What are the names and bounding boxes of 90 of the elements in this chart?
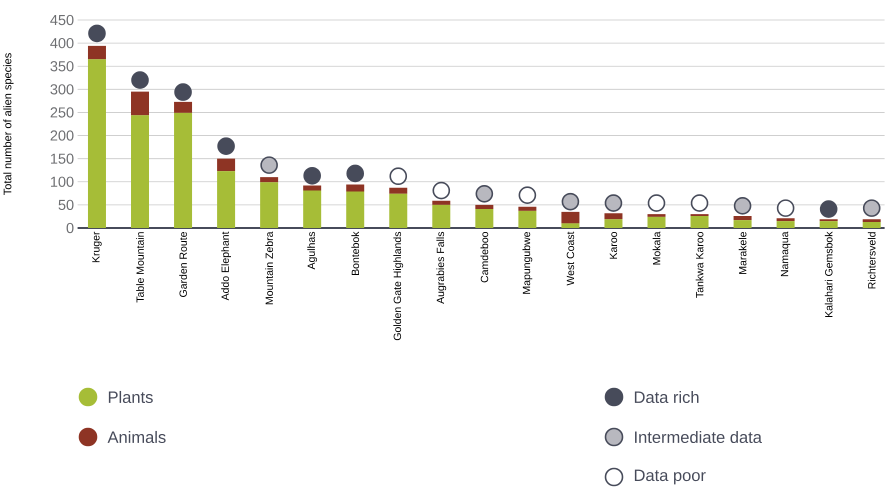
x-tick-label: Namaqua [780, 232, 790, 276]
point [174, 83, 192, 101]
point [518, 186, 536, 204]
y-tick-label: 400 [50, 38, 74, 48]
y-tick-label: 450 [50, 14, 74, 26]
x-tick-label: Augrabies Falls [436, 232, 446, 304]
bar [647, 216, 666, 228]
y-tick-label: 350 [50, 61, 74, 72]
point [734, 197, 752, 215]
legend-label: Animals [108, 430, 166, 444]
bar [604, 213, 622, 220]
bar [303, 190, 322, 228]
y-tick-label: 200 [50, 130, 74, 141]
x-tick-label: Table Mountain [136, 232, 144, 302]
x-tick-label: Tankwa Karoo [696, 232, 704, 298]
bar [475, 209, 494, 228]
bar [217, 158, 236, 172]
point [562, 192, 580, 210]
bar [88, 59, 106, 228]
point [648, 194, 666, 212]
x-tick-label: Mapungubwe [522, 232, 532, 294]
x-tick-label: Mokala [652, 232, 660, 265]
bar [260, 177, 278, 182]
bar [734, 220, 752, 228]
point [389, 167, 408, 186]
point [217, 137, 235, 155]
point [346, 164, 364, 182]
point [303, 166, 321, 185]
x-tick-label: Camdeboo [480, 232, 488, 282]
bar [389, 194, 408, 228]
bar [561, 223, 580, 228]
x-tick-label: Agulhas [307, 232, 318, 270]
x-tick-label: Garden Route [179, 232, 187, 297]
point [476, 184, 494, 203]
bar [734, 216, 752, 220]
point [260, 156, 278, 174]
y-tick-label: 100 [50, 176, 74, 187]
x-tick-label: Kruger [92, 232, 102, 262]
x-tick-label: Mountain Zebra [265, 232, 273, 304]
bar [174, 112, 192, 228]
y-axis-title: Total number of alien species [3, 53, 14, 195]
x-tick-label: Karoo [610, 232, 618, 259]
y-tick-label: 250 [50, 107, 74, 118]
x-tick-label: West Coast [566, 232, 574, 286]
y-tick-label: 150 [50, 154, 74, 164]
y-tick-label: 0 [66, 222, 74, 234]
point [862, 199, 880, 217]
bar [389, 188, 408, 194]
bar [604, 219, 622, 228]
point [820, 200, 838, 218]
x-tick-label: Bontebok [351, 232, 360, 276]
bar [776, 218, 795, 222]
bar [561, 212, 580, 224]
bar [862, 222, 881, 228]
bar [131, 92, 150, 116]
point [131, 71, 149, 89]
bar [776, 221, 795, 228]
bar [88, 46, 106, 60]
legend-label: Data rich [634, 390, 698, 404]
point [604, 194, 622, 212]
bar [862, 219, 881, 222]
bar [217, 171, 236, 228]
x-tick-label: Marakele [738, 232, 746, 274]
point [432, 182, 450, 200]
bar [475, 204, 494, 210]
y-tick-label: 300 [50, 84, 74, 94]
point [690, 194, 708, 212]
bar [346, 191, 364, 228]
x-tick-label: Kalahari Gemsbok [824, 232, 833, 318]
bar [432, 204, 450, 228]
bar [647, 214, 666, 217]
bar [820, 221, 838, 228]
point [88, 24, 106, 42]
x-tick-label: Golden Gate Highlands [393, 232, 404, 340]
legend-label: Plants [108, 390, 153, 404]
y-tick-label: 50 [58, 200, 74, 210]
bar [518, 210, 536, 228]
legend-label: Data poor [634, 470, 706, 484]
bar [346, 184, 364, 192]
x-tick-label: Richtersveld [868, 232, 876, 288]
bar [131, 115, 150, 228]
bar [690, 216, 709, 228]
point [776, 199, 794, 217]
legend-label: Intermediate data [635, 430, 762, 444]
bar [260, 182, 278, 228]
bar [303, 185, 322, 191]
bar [174, 102, 192, 113]
bar [518, 206, 536, 211]
x-tick-label: Addo Elephant [221, 232, 231, 300]
bar [432, 200, 450, 205]
